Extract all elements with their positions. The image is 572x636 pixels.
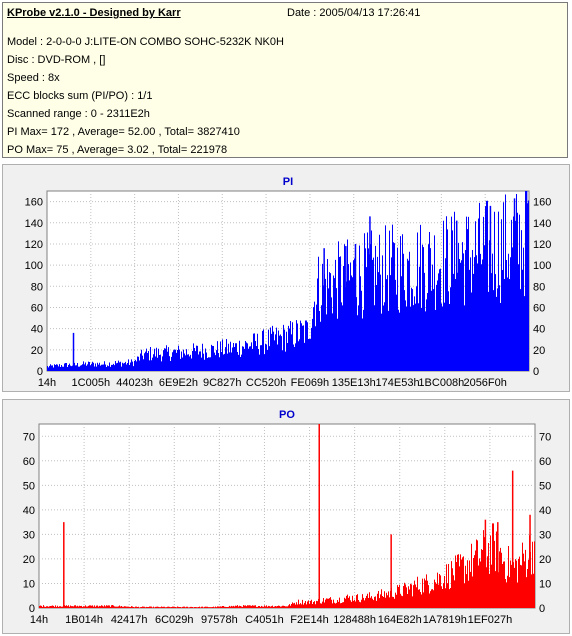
po-ytick-right: 30	[539, 529, 551, 541]
po-ytick-right: 40	[539, 505, 551, 517]
po-ytick-right: 60	[539, 456, 551, 468]
po-xtick: 14h	[30, 614, 48, 626]
pi-xtick: 1BC008h	[418, 377, 464, 389]
pi-ytick-left: 140	[25, 218, 43, 230]
pi-xtick: 174E53h	[376, 377, 420, 389]
info-speed: Speed : 8x	[7, 72, 60, 84]
pi-xtick: 9C827h	[203, 377, 242, 389]
po-ytick-right: 70	[539, 431, 551, 443]
po-xtick: 128488h	[333, 614, 376, 626]
pi-chart: PI 0 0 20 20 40 40 60 60 80 80 100 100 120 120 140 140 16…	[25, 176, 552, 389]
pi-ytick-left: 160	[25, 197, 43, 209]
po-xtick: 164E82h	[378, 614, 422, 626]
po-xtick: 42417h	[111, 614, 148, 626]
po-ytick-left: 20	[23, 554, 35, 566]
scan-date: Date : 2005/04/13 17:26:41	[287, 7, 421, 19]
po-ytick-left: 10	[23, 578, 35, 590]
pi-ytick-left: 120	[25, 239, 43, 251]
po-chart: PO 0 0 10 10 20 20 30 30 40 40 50 50 60 60 70 70 14h 1B014…	[23, 409, 552, 626]
po-chart-panel: PO 0 0 10 10 20 20 30 30 40 40 50 50 60 60 70 70 14h 1B014…	[2, 399, 570, 634]
pi-xtick: FE069h	[291, 377, 330, 389]
po-ytick-left: 70	[23, 431, 35, 443]
pi-ytick-right: 120	[533, 239, 551, 251]
pi-ytick-right: 100	[533, 260, 551, 272]
po-xtick: 1EF027h	[468, 614, 513, 626]
app-title: KProbe v2.1.0 - Designed by Karr	[7, 7, 181, 19]
pi-ytick-right: 80	[533, 281, 545, 293]
info-po-summary: PO Max= 75 , Average= 3.02 , Total= 2219…	[7, 144, 228, 156]
info-panel: KProbe v2.1.0 - Designed by Karr Date : …	[2, 2, 568, 158]
info-disc: Disc : DVD-ROM , []	[7, 54, 106, 66]
po-ytick-left: 0	[29, 603, 35, 615]
pi-xtick: 1C005h	[72, 377, 111, 389]
pi-ytick-left: 80	[31, 281, 43, 293]
pi-ytick-left: 0	[37, 366, 43, 378]
po-xtick: 1A7819h	[423, 614, 467, 626]
pi-xtick: 2056F0h	[463, 377, 506, 389]
po-xtick: C4051h	[245, 614, 284, 626]
pi-xtick: 6E9E2h	[159, 377, 198, 389]
po-ytick-right: 10	[539, 578, 551, 590]
po-ytick-left: 50	[23, 480, 35, 492]
po-xtick: 97578h	[201, 614, 238, 626]
po-xtick: 1B014h	[65, 614, 103, 626]
info-ecc: ECC blocks sum (PI/PO) : 1/1	[7, 90, 153, 102]
pi-ytick-left: 60	[31, 302, 43, 314]
po-xtick: F2E14h	[290, 614, 329, 626]
pi-xtick: 14h	[38, 377, 56, 389]
pi-ytick-left: 40	[31, 324, 43, 336]
pi-ytick-right: 160	[533, 197, 551, 209]
info-pi-summary: PI Max= 172 , Average= 52.00 , Total= 38…	[7, 126, 240, 138]
po-ytick-right: 0	[539, 603, 545, 615]
info-model: Model : 2-0-0-0 J:LITE-ON COMBO SOHC-523…	[7, 36, 284, 48]
pi-ytick-right: 40	[533, 324, 545, 336]
po-ytick-right: 50	[539, 480, 551, 492]
po-ytick-right: 20	[539, 554, 551, 566]
info-range: Scanned range : 0 - 2311E2h	[7, 108, 150, 120]
po-ytick-left: 40	[23, 505, 35, 517]
pi-ytick-right: 20	[533, 345, 545, 357]
pi-xtick: 135E13h	[332, 377, 376, 389]
pi-xtick: 44023h	[116, 377, 153, 389]
po-xtick: 6C029h	[155, 614, 194, 626]
pi-ytick-right: 0	[533, 366, 539, 378]
po-ytick-left: 60	[23, 456, 35, 468]
pi-chart-title: PI	[283, 176, 293, 188]
pi-xtick: CC520h	[246, 377, 286, 389]
po-ytick-left: 30	[23, 529, 35, 541]
pi-ytick-left: 20	[31, 345, 43, 357]
pi-ytick-right: 140	[533, 218, 551, 230]
pi-chart-panel: PI 0 0 20 20 40 40 60 60 80 80 100 100 120 120 140 140 16…	[2, 164, 570, 392]
pi-ytick-left: 100	[25, 260, 43, 272]
pi-ytick-right: 60	[533, 302, 545, 314]
po-chart-title: PO	[279, 409, 295, 421]
